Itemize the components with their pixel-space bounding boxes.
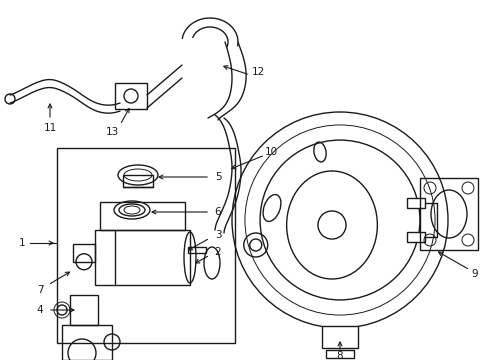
- Bar: [73, 244, 95, 262]
- Bar: [62, 325, 112, 360]
- Text: 3: 3: [214, 230, 221, 240]
- Bar: [321, 326, 357, 348]
- Text: 2: 2: [214, 247, 221, 257]
- Bar: [187, 247, 205, 252]
- Text: 6: 6: [214, 207, 221, 217]
- Bar: [95, 230, 190, 285]
- Text: 4: 4: [37, 305, 43, 315]
- Text: 7: 7: [37, 285, 43, 295]
- Bar: [419, 178, 477, 250]
- Text: 13: 13: [105, 127, 119, 137]
- Text: 11: 11: [43, 123, 57, 133]
- Bar: [100, 202, 184, 230]
- Bar: [57, 148, 235, 343]
- Bar: [406, 232, 424, 242]
- Bar: [123, 175, 153, 187]
- Text: 9: 9: [471, 269, 477, 279]
- Text: 8: 8: [336, 351, 343, 360]
- Bar: [406, 198, 424, 208]
- Text: 1: 1: [19, 238, 25, 248]
- Bar: [115, 83, 147, 109]
- Text: 5: 5: [214, 172, 221, 182]
- Text: 12: 12: [251, 67, 264, 77]
- Bar: [70, 295, 98, 325]
- Text: 10: 10: [264, 147, 277, 157]
- Bar: [325, 350, 353, 358]
